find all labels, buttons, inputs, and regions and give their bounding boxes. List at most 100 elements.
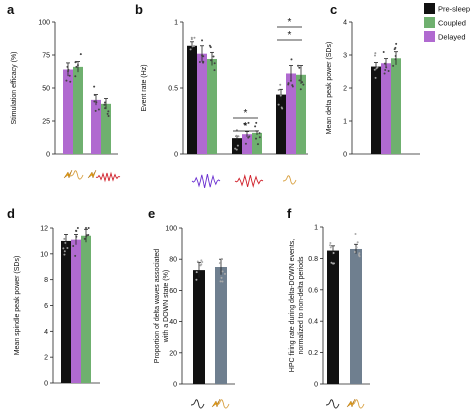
data-point	[234, 147, 237, 150]
data-point	[329, 246, 332, 249]
data-point	[256, 143, 259, 146]
data-point	[208, 44, 211, 47]
data-point	[189, 48, 192, 51]
y-tick-label-b: 1	[174, 20, 178, 27]
data-point	[200, 259, 203, 262]
data-point	[63, 253, 66, 256]
y-tick-label-a: 25	[42, 119, 50, 126]
data-point	[290, 58, 293, 61]
panel-label-c: c	[330, 2, 337, 17]
significance-marker: *	[244, 121, 248, 132]
data-point	[79, 53, 82, 56]
data-point	[393, 48, 396, 51]
y-tick-label-e: 60	[169, 288, 177, 295]
bar-e-pre-sleep	[193, 270, 205, 384]
data-point	[394, 54, 397, 57]
data-point	[83, 237, 86, 240]
data-point	[297, 64, 300, 67]
bar-b-coupled	[207, 58, 217, 154]
data-point	[103, 101, 106, 104]
data-point	[221, 270, 224, 273]
data-point	[279, 83, 282, 86]
lightning-icon	[63, 169, 73, 179]
data-point	[382, 50, 385, 53]
bar-f-pre-sleep	[327, 250, 339, 384]
significance-marker: *	[288, 30, 292, 41]
data-point	[75, 65, 78, 68]
y-tick-label-c: 0	[343, 152, 347, 159]
data-point	[199, 264, 202, 267]
y-axis-label-e: Proportion of delta waves associated	[154, 249, 161, 364]
data-point	[104, 107, 107, 110]
data-point	[332, 262, 335, 265]
bar-b-pre-sleep	[187, 45, 197, 155]
y-axis-label-a: Stimulation efficacy (%)	[11, 51, 18, 124]
data-point	[298, 66, 301, 69]
data-point	[384, 69, 387, 72]
y-tick-label-d: 6	[44, 303, 48, 310]
bar-a-delayed	[91, 99, 101, 154]
data-point	[329, 244, 332, 247]
bar-b-coupled	[296, 74, 306, 154]
y-tick-label-a: 0	[46, 152, 50, 159]
data-point	[93, 100, 96, 103]
data-point	[383, 72, 386, 75]
y-tick-label-c: 3	[343, 53, 347, 60]
data-point	[202, 55, 205, 58]
data-point	[65, 79, 68, 82]
data-point	[255, 137, 258, 140]
data-point	[235, 134, 238, 137]
data-point	[63, 237, 66, 240]
data-point	[236, 144, 239, 147]
delta-wave-icon	[325, 399, 340, 409]
legend-label: Pre-sleep	[438, 5, 470, 14]
y-tick-label-f: 0.6	[308, 287, 318, 294]
y-axis-label-f: normalized to non-delta periods	[298, 256, 305, 355]
data-point	[298, 79, 301, 82]
y-tick-label-b: 0	[174, 152, 178, 159]
bar-d-pre-sleep	[61, 240, 71, 383]
y-tick-label-d: 4	[44, 329, 48, 336]
delta-wave-icon	[215, 399, 230, 409]
data-point	[85, 235, 88, 238]
data-point	[87, 227, 90, 229]
legend-label: Delayed	[438, 33, 466, 42]
bar-b-delayed	[242, 134, 252, 154]
data-point	[358, 252, 361, 255]
data-point	[374, 76, 377, 79]
data-point	[95, 101, 98, 104]
y-tick-label-a: 50	[42, 86, 50, 93]
y-tick-label-c: 4	[343, 20, 347, 27]
y-tick-label-c: 2	[343, 86, 347, 93]
data-point	[68, 74, 71, 77]
data-point	[66, 247, 69, 250]
data-point	[195, 278, 198, 281]
y-tick-label-f: 1	[314, 225, 318, 232]
data-point	[329, 241, 332, 244]
data-point	[74, 60, 77, 63]
significance-marker: *	[244, 108, 248, 119]
data-point	[289, 79, 292, 82]
data-point	[76, 227, 79, 229]
data-point	[355, 246, 358, 249]
y-tick-label-e: 80	[169, 257, 177, 264]
data-point	[254, 125, 257, 128]
data-point	[287, 83, 290, 86]
bar-b-delayed	[286, 73, 296, 154]
y-axis-label-b: Event rate (Hz)	[141, 64, 148, 111]
y-tick-label-e: 100	[165, 226, 177, 233]
data-point	[213, 62, 216, 65]
data-point	[332, 251, 335, 254]
y-tick-label-d: 12	[40, 226, 48, 233]
data-point	[85, 227, 88, 229]
spindle-wave-icon	[191, 174, 221, 188]
data-point	[87, 233, 90, 236]
data-point	[237, 135, 240, 138]
y-tick-label-f: 0	[314, 382, 318, 389]
y-axis-label-c: Mean delta peak power (SDs)	[326, 42, 333, 135]
data-point	[218, 262, 221, 265]
data-point	[193, 36, 196, 39]
bar-d-delayed	[71, 239, 81, 383]
data-point	[202, 60, 205, 63]
